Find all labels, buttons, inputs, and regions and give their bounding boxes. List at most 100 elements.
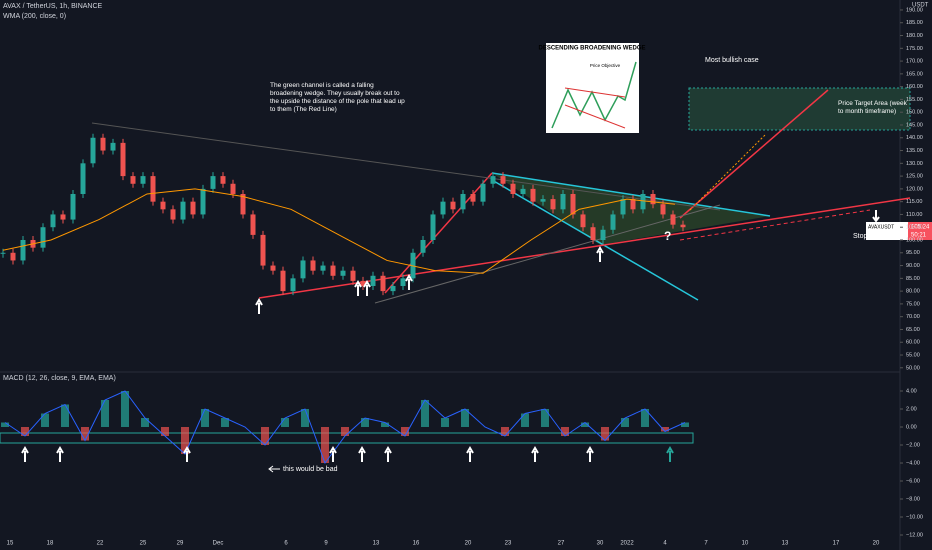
candle	[40, 227, 46, 248]
macd-bar	[41, 413, 49, 427]
macd-bar	[521, 413, 529, 427]
x-tick-label: 13	[373, 541, 380, 547]
x-tick-label: 29	[177, 541, 184, 547]
y-tick-label: 135.00	[906, 148, 923, 154]
inset	[546, 43, 639, 133]
y-tick-label: 2.00	[906, 406, 917, 412]
x-tick-label: 17	[833, 541, 840, 547]
projection	[689, 133, 767, 211]
price-tag	[866, 222, 908, 240]
y-tick-label: 190.00	[906, 7, 923, 13]
candle	[280, 270, 286, 292]
y-tick-label: 125.00	[906, 174, 923, 180]
candle	[440, 201, 446, 215]
candle	[600, 229, 606, 240]
y-tick-label: −8.00	[906, 496, 920, 502]
y-tick-label: 60.00	[906, 340, 920, 346]
candle	[0, 252, 6, 254]
y-tick-label: 180.00	[906, 33, 923, 39]
candle	[120, 142, 126, 177]
y-tick-label: 170.00	[906, 59, 923, 65]
macd-bar	[461, 409, 469, 427]
candle	[320, 265, 326, 271]
currency: USDT	[912, 3, 929, 9]
x-tick-label: 25	[140, 541, 147, 547]
arrow	[358, 446, 366, 462]
candle	[480, 183, 486, 202]
candle	[680, 224, 686, 228]
candle	[50, 214, 56, 228]
y-tick-label: 115.00	[906, 199, 922, 205]
candle	[390, 286, 396, 292]
macd-bar	[641, 409, 649, 427]
y-tick-label: 55.00	[906, 352, 920, 358]
x-tick-label: 13	[782, 541, 789, 547]
y-tick-label: 155.00	[906, 97, 923, 103]
annotation: The green channel is called a falling br…	[270, 82, 405, 113]
indicator: WMA (200, close, 0)	[3, 13, 66, 20]
arrow	[21, 446, 29, 462]
y-tick-label: −4.00	[906, 460, 920, 466]
candle	[220, 176, 226, 184]
macd-bar	[421, 400, 429, 427]
macd-bar	[401, 427, 409, 436]
macd-bar	[441, 418, 449, 427]
macd-bar	[181, 427, 189, 454]
macd-bar	[61, 404, 69, 427]
candle	[260, 234, 266, 266]
y-tick-label: 175.00	[906, 46, 923, 52]
candle	[430, 214, 436, 240]
macd-bar	[201, 409, 209, 427]
candle	[640, 193, 646, 210]
arrow	[354, 280, 362, 296]
candle	[340, 270, 346, 276]
x-tick-label: 2022	[620, 541, 634, 547]
candle	[100, 137, 106, 151]
y-tick-label: 110.00	[906, 212, 922, 218]
x-tick-label: 23	[505, 541, 512, 547]
x-tick-label: 30	[597, 541, 604, 547]
candle	[270, 265, 276, 271]
price-tag-symbol: AVAXUSDT	[868, 224, 894, 230]
candle	[560, 193, 566, 210]
x-tick-label: 15	[7, 541, 14, 547]
x-tick-label: 10	[742, 541, 749, 547]
candle	[140, 176, 146, 184]
y-tick-label: 50.00	[906, 365, 920, 371]
candle	[290, 278, 296, 292]
candle	[660, 204, 666, 215]
inset-line	[564, 87, 626, 98]
macd-bar	[661, 427, 669, 432]
arrow	[666, 446, 674, 462]
candle	[580, 214, 586, 228]
macd-bar	[81, 427, 89, 441]
candle	[380, 275, 386, 292]
y-tick-label: 4.00	[906, 388, 917, 394]
trend-line	[91, 122, 721, 211]
x-tick-label: 20	[465, 541, 472, 547]
x-tick-label: 16	[413, 541, 420, 547]
symbol: AVAX / TetherUS, 1h, BINANCE	[3, 3, 103, 10]
y-tick-label: 85.00	[906, 276, 920, 282]
candle	[160, 201, 166, 210]
y-tick-label: 185.00	[906, 20, 923, 26]
candle	[300, 260, 306, 279]
macd-bar	[101, 400, 109, 427]
macd-bar	[561, 427, 569, 436]
y-tick-label: 100.00	[906, 237, 923, 243]
candle	[80, 163, 86, 194]
y-tick-label: 105.00	[906, 225, 923, 231]
bullish-line	[679, 89, 829, 219]
macd-bar	[1, 422, 9, 427]
candle	[370, 275, 376, 287]
price-tag-price: 105.24	[911, 225, 930, 231]
macd-bar	[381, 422, 389, 427]
macd-bar	[261, 427, 269, 445]
candle	[420, 240, 426, 253]
candle	[310, 260, 316, 271]
candle	[60, 214, 66, 220]
macd-bar	[361, 418, 369, 427]
arrow	[405, 274, 413, 290]
